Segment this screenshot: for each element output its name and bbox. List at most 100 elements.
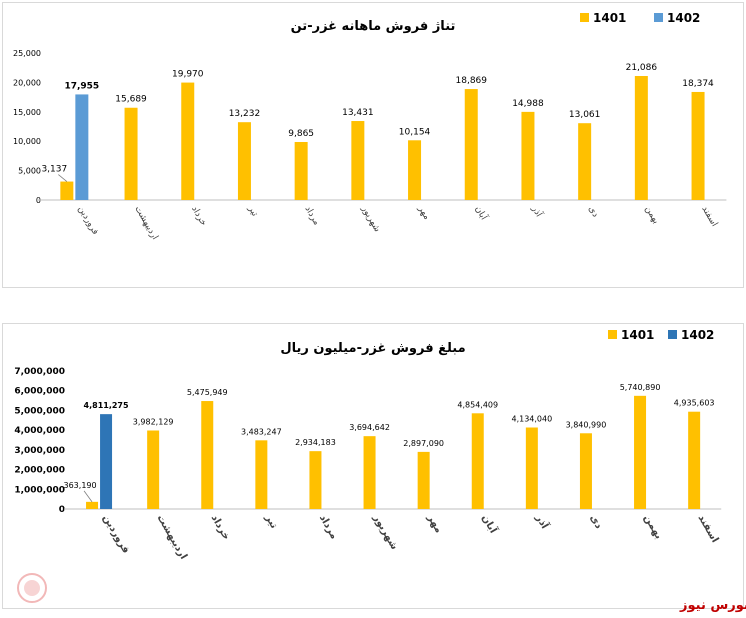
x-category-label: مرداد xyxy=(317,513,340,541)
x-category-label: اردیبهشت xyxy=(155,513,189,561)
bar-1401 xyxy=(86,501,99,509)
bar-1401 xyxy=(124,107,138,200)
x-category-label: شهریور xyxy=(370,512,399,552)
y-tick-label: 6,000,000 xyxy=(14,387,65,397)
data-label-1401: 3,982,129 xyxy=(133,417,174,426)
data-label-1401: 13,061 xyxy=(569,110,601,120)
chart-title: تناژ فروش ماهانه غزر-تن xyxy=(291,19,456,34)
bar-1401 xyxy=(351,121,365,200)
legend-swatch-1401 xyxy=(580,13,589,22)
y-tick-label: 20,000 xyxy=(13,78,41,87)
bar-1401 xyxy=(634,76,648,200)
data-label-1401: 2,897,090 xyxy=(403,439,444,448)
bar-1401 xyxy=(579,433,592,509)
tonnage-chart: تناژ فروش ماهانه غزر-تن1401140205,00010,… xyxy=(13,11,727,242)
x-category-label: مرداد xyxy=(303,205,322,228)
data-label-1401: 9,865 xyxy=(288,129,314,139)
x-category-label: خرداد xyxy=(189,205,208,228)
x-category-label: فروردین xyxy=(100,513,131,555)
x-category-label: اردیبهشت xyxy=(132,205,159,242)
data-label-1402: 17,955 xyxy=(64,81,99,91)
data-label-1401: 5,740,890 xyxy=(620,383,661,392)
data-label-1401: 15,689 xyxy=(115,95,147,105)
bar-1401 xyxy=(294,141,308,200)
bar-1401 xyxy=(464,89,478,200)
data-label-leader xyxy=(83,490,93,503)
data-label-1401: 2,934,183 xyxy=(295,438,336,447)
data-label-1402: 4,811,275 xyxy=(84,401,129,410)
x-category-label: فروردین xyxy=(76,205,100,237)
x-category-label: آذر xyxy=(529,203,546,220)
data-label-1401: 3,840,990 xyxy=(566,420,607,429)
data-label-1401: 19,970 xyxy=(172,70,204,80)
bar-1401 xyxy=(578,123,592,200)
y-tick-label: 7,000,000 xyxy=(14,367,65,377)
bar-1401 xyxy=(309,451,322,509)
bar-1401 xyxy=(521,111,535,200)
y-tick-label: 15,000 xyxy=(13,108,41,117)
legend-label-1401: 1401 xyxy=(593,11,626,25)
x-category-label: بهمن xyxy=(643,205,661,226)
bar-1401 xyxy=(688,411,701,509)
bar-1401 xyxy=(147,430,160,509)
brand-logo-watermark xyxy=(17,573,47,603)
data-label-1401: 4,935,603 xyxy=(674,399,715,408)
y-tick-label: 5,000 xyxy=(18,167,41,176)
data-label-1401: 13,232 xyxy=(229,109,261,119)
legend-label-1401: 1401 xyxy=(621,328,654,342)
y-tick-label: 1,000,000 xyxy=(14,485,65,495)
y-tick-label: 25,000 xyxy=(13,49,41,58)
bar-1402 xyxy=(100,414,113,509)
data-label-1401: 4,134,040 xyxy=(511,415,552,424)
bar-1401 xyxy=(691,91,705,200)
tonnage-chart-panel: تناژ فروش ماهانه غزر-تن1401140205,00010,… xyxy=(2,2,744,288)
data-label-leader xyxy=(58,174,68,182)
legend-swatch-1402 xyxy=(654,13,663,22)
x-category-label: مهر xyxy=(415,204,431,222)
y-tick-label: 10,000 xyxy=(13,137,41,146)
bar-1401 xyxy=(417,451,430,509)
legend-swatch-1401 xyxy=(608,330,617,339)
x-category-label: اسفند xyxy=(699,205,719,229)
bar-1401 xyxy=(634,395,647,509)
x-category-label: آذر xyxy=(533,511,552,531)
bar-1401 xyxy=(525,427,538,509)
data-label-1401: 18,869 xyxy=(456,76,488,86)
brand-name: بورس نیوز xyxy=(680,598,746,613)
bar-1402 xyxy=(75,94,89,200)
data-label-1401: 13,431 xyxy=(342,108,374,118)
data-label-1401: 14,988 xyxy=(512,99,544,109)
data-label-1401: 3,483,247 xyxy=(241,427,282,436)
bar-1401 xyxy=(237,122,251,200)
legend-swatch-1402 xyxy=(668,330,677,339)
bar-1401 xyxy=(363,436,376,509)
x-category-label: تیر xyxy=(262,512,279,531)
x-category-label: آبان xyxy=(479,512,500,536)
legend-label-1402: 1402 xyxy=(667,11,700,25)
bar-1401 xyxy=(201,401,214,509)
bar-1401 xyxy=(408,140,422,200)
x-category-label: دی xyxy=(586,205,600,220)
bar-1401 xyxy=(471,413,484,509)
x-category-label: بهمن xyxy=(641,513,664,541)
bar-1401 xyxy=(255,440,268,509)
y-tick-label: 3,000,000 xyxy=(14,446,65,456)
data-label-1401: 21,086 xyxy=(626,63,658,73)
x-category-label: مهر xyxy=(425,512,445,535)
data-label-1401: 5,475,949 xyxy=(187,388,228,397)
data-label-1401: 3,694,642 xyxy=(349,423,390,432)
x-category-label: آبان xyxy=(473,204,491,223)
y-tick-label: 5,000,000 xyxy=(14,406,65,416)
bar-1401 xyxy=(60,181,74,200)
x-category-label: دی xyxy=(587,513,604,531)
x-category-label: اسفند xyxy=(696,513,721,545)
bar-1401 xyxy=(181,82,195,200)
x-category-label: تیر xyxy=(245,204,260,219)
legend-label-1402: 1402 xyxy=(681,328,714,342)
x-category-label: شهریور xyxy=(359,204,382,234)
revenue-chart-panel: مبلغ فروش غزر-میلیون ریال 1401 1402 0 1,000,… xyxy=(2,323,744,609)
y-tick-label: 0 xyxy=(59,505,65,515)
revenue-chart: مبلغ فروش غزر-میلیون ریال 1401 1402 0 1,000,… xyxy=(14,328,722,561)
x-category-label: خرداد xyxy=(209,513,232,542)
chart-title: مبلغ فروش غزر-میلیون ریال xyxy=(280,341,465,356)
